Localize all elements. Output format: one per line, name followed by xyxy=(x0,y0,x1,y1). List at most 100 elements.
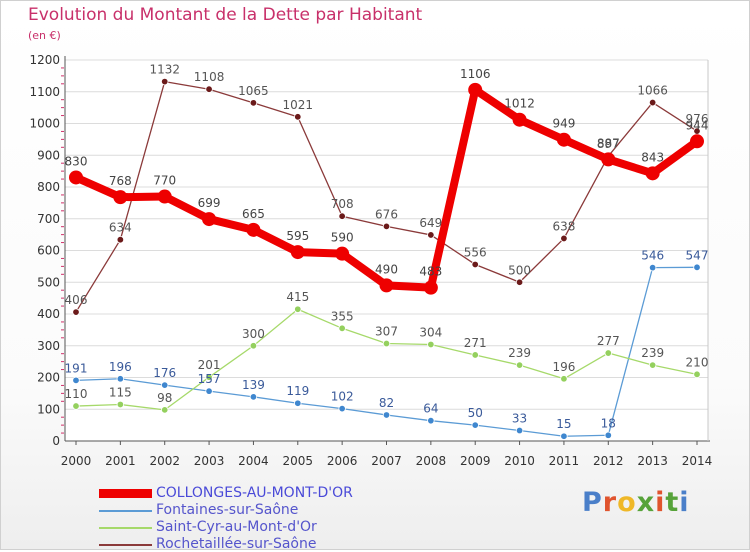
series-3-point xyxy=(427,231,435,239)
series-2-data-label: 277 xyxy=(597,334,620,348)
series-2-data-label: 210 xyxy=(686,355,709,369)
series-2-data-label: 98 xyxy=(157,391,172,405)
series-0-point xyxy=(157,189,172,204)
y-tick-label: 1200 xyxy=(29,53,60,67)
series-1-point xyxy=(560,432,568,440)
series-0-point xyxy=(290,245,305,260)
series-0-data-label: 490 xyxy=(375,262,398,276)
x-tick-label: 2000 xyxy=(61,454,92,468)
y-tick-label: 200 xyxy=(37,371,60,385)
series-2-point xyxy=(205,373,213,381)
x-tick-label: 2013 xyxy=(637,454,668,468)
series-2-data-label: 355 xyxy=(331,309,354,323)
series-2-data-label: 115 xyxy=(109,385,132,399)
series-2-data-label: 239 xyxy=(641,346,664,360)
legend-swatch xyxy=(99,489,152,498)
series-0-point xyxy=(69,170,83,185)
series-3-data-label: 500 xyxy=(508,263,531,277)
series-3-point xyxy=(382,222,391,231)
series-3-data-label: 1066 xyxy=(637,84,668,98)
series-0-data-label: 699 xyxy=(198,196,221,210)
y-tick-label: 0 xyxy=(52,434,60,448)
series-0-point xyxy=(690,134,704,149)
series-0-point xyxy=(601,152,616,167)
legend-swatch xyxy=(99,527,152,529)
series-1-point xyxy=(249,393,258,401)
x-tick-label: 2012 xyxy=(593,454,624,468)
series-1-point xyxy=(604,431,612,439)
series-1-data-label: 196 xyxy=(109,360,132,374)
series-0-data-label: 949 xyxy=(552,117,575,131)
series-2-point xyxy=(693,370,701,379)
logo-letter: t xyxy=(665,487,680,518)
series-1-point xyxy=(471,421,479,429)
series-3-data-label: 1065 xyxy=(238,84,269,98)
logo-letter: x xyxy=(636,487,656,518)
series-3-point xyxy=(72,308,80,316)
series-1-point xyxy=(648,263,657,272)
series-2-data-label: 307 xyxy=(375,325,398,339)
series-3-point xyxy=(338,212,346,220)
x-tick-label: 2006 xyxy=(327,454,358,468)
series-1-point xyxy=(294,399,302,407)
y-tick-label: 1000 xyxy=(29,117,60,131)
series-0-point xyxy=(423,280,438,295)
series-0-point xyxy=(512,112,527,127)
series-1-data-label: 157 xyxy=(198,372,221,386)
x-tick-label: 2008 xyxy=(416,454,447,468)
chart-title: Evolution du Montant de la Dette par Hab… xyxy=(28,5,423,25)
series-1-point xyxy=(161,381,169,389)
series-3-data-label: 556 xyxy=(464,245,487,259)
series-2-point xyxy=(604,349,612,357)
x-tick-label: 2002 xyxy=(149,454,180,468)
series-1-data-label: 102 xyxy=(331,390,354,404)
series-3-data-label: 634 xyxy=(109,221,132,235)
series-2-point xyxy=(648,361,657,369)
series-1-point xyxy=(693,263,701,272)
series-3-point xyxy=(294,113,302,121)
logo-letter: o xyxy=(617,487,637,518)
y-tick-label: 400 xyxy=(37,307,60,321)
logo-letter: i xyxy=(655,487,666,518)
series-2-point xyxy=(72,402,80,410)
series-3-point xyxy=(648,98,657,107)
series-0-point xyxy=(379,278,394,293)
series-2-point xyxy=(161,406,169,414)
series-3-data-label: 897 xyxy=(597,137,620,151)
series-1-data-label: 15 xyxy=(556,417,571,431)
series-3-data-label: 649 xyxy=(419,216,442,230)
chart-subtitle: (en €) xyxy=(28,29,61,42)
series-3-point xyxy=(471,260,479,269)
series-3-data-label: 1132 xyxy=(149,63,180,77)
series-1-point xyxy=(116,375,125,383)
x-tick-label: 2003 xyxy=(194,454,225,468)
series-0-point xyxy=(113,190,128,205)
series-2-point xyxy=(382,339,391,348)
series-2-point xyxy=(249,342,258,350)
series-0-point xyxy=(645,166,660,181)
series-2-point xyxy=(515,361,524,369)
series-1-point xyxy=(338,404,346,413)
series-0-data-label: 1012 xyxy=(504,97,535,111)
series-2-point xyxy=(471,351,479,359)
series-2-point xyxy=(294,305,302,313)
series-2-data-label: 415 xyxy=(286,290,309,304)
series-0-data-label: 1106 xyxy=(460,67,491,81)
series-3-data-label: 708 xyxy=(331,197,354,211)
x-tick-label: 2010 xyxy=(504,454,535,468)
series-1-data-label: 547 xyxy=(686,248,709,262)
series-1-point xyxy=(515,426,524,435)
series-2-data-label: 271 xyxy=(464,336,487,350)
y-tick-label: 100 xyxy=(37,402,60,416)
series-1-data-label: 33 xyxy=(512,412,527,426)
series-3-point xyxy=(249,99,258,107)
series-2-data-label: 300 xyxy=(242,327,265,341)
legend-swatch xyxy=(99,510,152,512)
series-3-data-label: 1021 xyxy=(283,98,314,112)
series-1-point xyxy=(205,387,213,395)
proxiti-logo: Proxiti xyxy=(582,487,690,518)
series-0-data-label: 590 xyxy=(331,231,354,245)
y-tick-label: 1100 xyxy=(29,85,60,99)
